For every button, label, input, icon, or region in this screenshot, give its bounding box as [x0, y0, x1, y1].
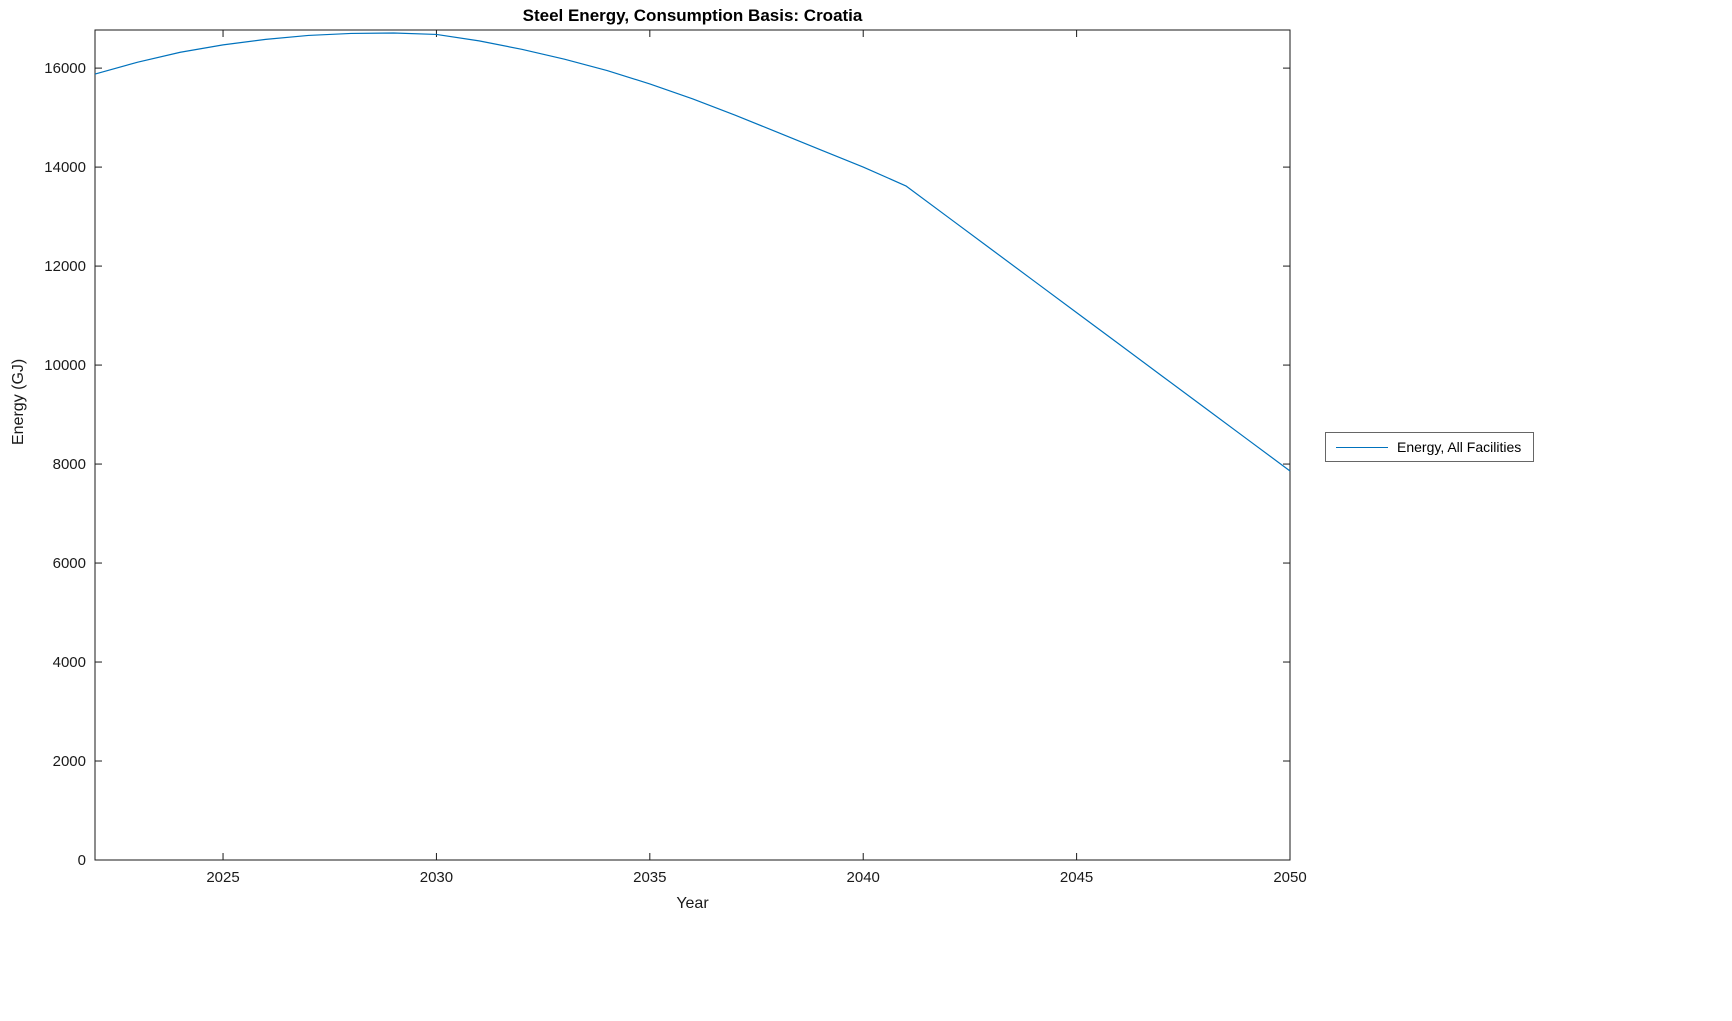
legend: Energy, All Facilities [1325, 432, 1535, 462]
x-tick-label: 2035 [633, 869, 666, 886]
y-tick-label: 2000 [53, 753, 86, 770]
y-tick-label: 14000 [44, 159, 86, 176]
x-tick-label: 2030 [420, 869, 453, 886]
x-tick-label: 2040 [847, 869, 880, 886]
axes-box [94, 29, 1291, 861]
x-axis-label: Year [676, 895, 709, 912]
legend-label: Energy, All Facilities [1397, 439, 1522, 455]
y-axis-label: Energy (GJ) [10, 358, 27, 445]
series-line-energy-all-facilities [94, 32, 1291, 472]
y-tick-label: 12000 [44, 258, 86, 275]
y-tick-label: 16000 [44, 60, 86, 77]
x-tick-label: 2050 [1273, 869, 1306, 886]
chart-title: Steel Energy, Consumption Basis: Croatia [522, 6, 863, 25]
y-tick-label: 0 [78, 852, 86, 869]
y-tick-label: 8000 [53, 456, 86, 473]
legend-line-icon [1336, 446, 1388, 448]
x-tick-label: 2045 [1060, 869, 1093, 886]
x-tick-label: 2025 [206, 869, 239, 886]
y-tick-label: 10000 [44, 357, 86, 374]
y-tick-label: 6000 [53, 555, 86, 572]
y-tick-label: 4000 [53, 654, 86, 671]
